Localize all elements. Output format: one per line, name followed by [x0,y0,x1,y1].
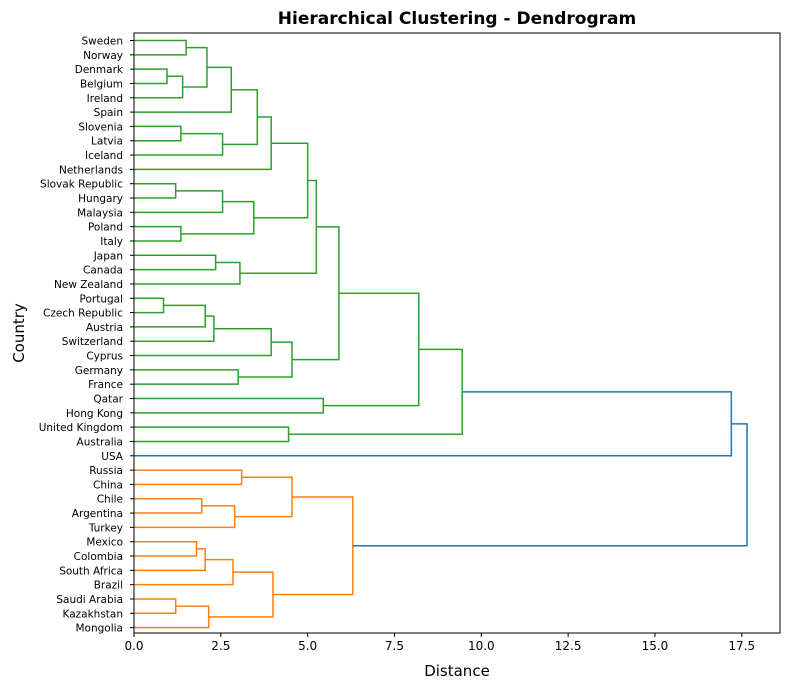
leaf-label-mexico: Mexico [86,537,123,549]
leaf-label-netherlands: Netherlands [59,164,123,176]
leaf-label-iceland: Iceland [85,150,123,162]
leaf-label-portugal: Portugal [80,293,124,305]
x-tick-label: 7.5 [385,639,404,653]
dendrogram-link [323,292,420,407]
dendrogram-link [272,496,354,596]
leaf-label-spain: Spain [94,107,123,119]
leaf-label-hong-kong: Hong Kong [66,408,123,420]
x-axis-label: Distance [424,662,490,680]
dendrogram-link [234,476,293,518]
leaf-label-chile: Chile [97,494,123,506]
leaf-label-switzerland: Switzerland [62,336,123,348]
dendrogram-link [134,598,177,615]
leaf-label-slovenia: Slovenia [78,121,123,133]
leaf-label-qatar: Qatar [93,394,123,406]
dendrogram-link [208,571,274,618]
leaf-label-latvia: Latvia [91,136,123,148]
dendrogram-link [352,423,748,547]
leaf-label-france: France [88,379,123,391]
leaf-label-poland: Poland [88,222,123,234]
dendrogram-link [239,179,318,274]
dendrogram-link [134,304,206,328]
leaf-label-south-africa: South Africa [59,565,123,577]
dendrogram-link [134,116,272,171]
dendrogram-link [134,426,290,443]
leaf-label-norway: Norway [83,50,123,62]
dendrogram-link [134,66,232,113]
leaf-label-denmark: Denmark [75,64,124,76]
x-tick-label: 15.0 [642,639,669,653]
leaf-label-united-kingdom: United Kingdom [39,422,123,434]
x-tick-label: 17.5 [728,639,755,653]
dendrogram-link [134,505,236,529]
x-tick-label: 5.0 [298,639,317,653]
dendrogram-link [134,75,184,99]
dendrogram-link [134,190,224,214]
dendrogram-link [180,200,255,235]
leaf-label-austria: Austria [86,322,123,334]
dendrogram-link [134,39,187,56]
leaf-label-germany: Germany [75,365,123,377]
dendrogram-link [134,548,206,572]
leaf-label-japan: Japan [93,250,123,262]
dendrogram-link [134,297,165,314]
leaf-label-malaysia: Malaysia [77,207,123,219]
leaf-label-mongolia: Mongolia [76,623,124,635]
dendrogram-link [134,540,198,557]
leaf-label-usa: USA [101,451,124,463]
leaf-label-saudi-arabia: Saudi Arabia [56,594,123,606]
leaf-label-china: China [93,479,123,491]
dendrogram-link [222,88,259,146]
x-axis-ticks: 0.0 2.5 5.0 7.5 10.0 12.5 15.0 17.5 [124,633,755,653]
leaf-label-italy: Italy [100,236,123,248]
leaf-label-colombia: Colombia [74,551,123,563]
leaf-label-belgium: Belgium [80,78,123,90]
leaf-label-russia: Russia [89,465,123,477]
chart-title: Hierarchical Clustering - Dendrogram [278,9,636,29]
dendrogram-link [134,182,177,199]
leaf-label-kazakhstan: Kazakhstan [63,608,124,620]
leaf-label-czech-republic: Czech Republic [43,308,123,320]
dendrogram-link [134,369,239,385]
dendrogram-links [134,39,748,629]
dendrogram-link [134,132,224,156]
dendrogram-link [134,605,210,629]
leaf-label-canada: Canada [83,265,123,277]
x-tick-label: 2.5 [211,639,230,653]
dendrogram-link [253,142,309,219]
leaf-labels: Sweden Norway Denmark Belgium Ireland Spain Sl… [39,36,134,635]
leaf-label-cyprus: Cyprus [86,351,123,363]
dendrogram-link [134,261,241,285]
x-tick-label: 0.0 [124,639,143,653]
x-tick-label: 10.0 [468,639,495,653]
dendrogram-link [292,226,340,361]
dendrogram-link [134,254,217,271]
dendrogram-link [134,315,215,342]
leaf-label-sweden: Sweden [82,36,124,48]
dendrogram-link [134,391,733,457]
dendrogram-link [182,46,208,88]
leaf-label-australia: Australia [77,436,123,448]
plot-frame [133,32,781,634]
leaf-label-argentina: Argentina [72,508,123,520]
leaf-label-ireland: Ireland [87,93,123,105]
dendrogram-link [134,125,182,142]
leaf-label-hungary: Hungary [78,193,123,205]
dendrogram-link [134,327,272,357]
y-axis-label: Country [10,303,28,363]
dendrogram-link [134,397,325,414]
dendrogram-link [288,348,463,436]
dendrogram-link [134,469,243,486]
dendrogram-link [134,558,234,586]
leaf-label-turkey: Turkey [88,522,123,534]
dendrogram-link [238,341,293,378]
leaf-label-new-zealand: New Zealand [54,279,123,291]
x-tick-label: 12.5 [555,639,582,653]
leaf-label-brazil: Brazil [94,580,123,592]
leaf-label-slovak-republic: Slovak Republic [40,179,123,191]
dendrogram-link [134,68,168,85]
dendrogram-link [134,225,182,242]
dendrogram-link [134,497,203,514]
